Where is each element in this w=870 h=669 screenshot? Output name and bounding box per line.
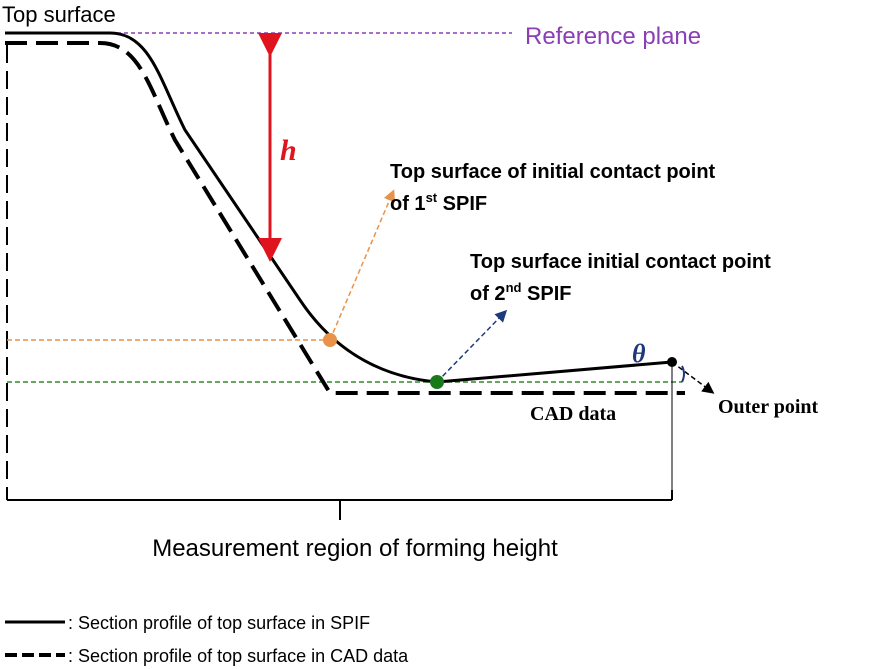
second-contact-label: of 2nd SPIF: [470, 280, 571, 305]
text: SPIF: [437, 193, 487, 215]
angle-arc: [681, 365, 685, 383]
measurement-label: Measurement region of forming height: [152, 535, 558, 562]
superscript: st: [426, 190, 438, 205]
text: of 1: [390, 193, 426, 215]
reference-plane-label: Reference plane: [525, 23, 701, 50]
outer-point-label: Outer point: [718, 396, 819, 418]
blue-pointer: [436, 309, 508, 383]
first-contact-point: [323, 333, 337, 347]
text: of 2: [470, 283, 506, 305]
theta-label: θ: [632, 339, 646, 368]
first-contact-label: Top surface of initial contact point: [390, 161, 716, 183]
top-surface-label: Top surface: [2, 2, 116, 27]
first-contact-label: of 1st SPIF: [390, 190, 487, 215]
spif-profile: [5, 31, 673, 384]
text: SPIF: [521, 283, 571, 305]
legend-label: : Section profile of top surface in CAD …: [68, 646, 409, 666]
superscript: nd: [506, 280, 522, 295]
cad-profile: [5, 41, 685, 395]
outer-pointer: [671, 361, 715, 394]
orange-pointer: [329, 189, 395, 341]
cad-data-label: CAD data: [530, 403, 616, 425]
legend-label: : Section profile of top surface in SPIF: [68, 613, 370, 633]
second-contact-label: Top surface initial contact point: [470, 251, 771, 273]
h-label: h: [280, 134, 297, 167]
second-contact-point: [430, 375, 444, 389]
